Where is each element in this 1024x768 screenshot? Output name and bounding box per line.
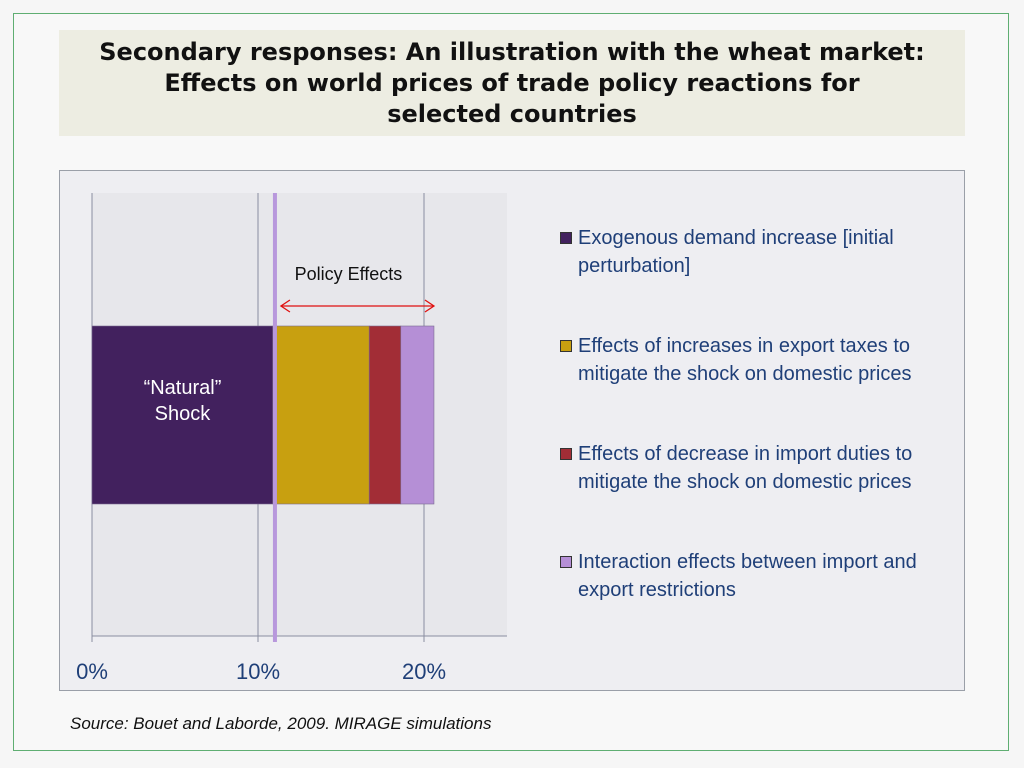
bar-segment-exogenous: [91, 325, 274, 505]
title-line-1: Secondary responses: An illustration wit…: [99, 37, 925, 66]
legend-swatch-export-taxes: [560, 340, 572, 352]
policy-arrow-head-left: [279, 299, 291, 313]
bar-segment-interaction: [400, 325, 435, 505]
legend-item-export-taxes: Effects of increases in export taxes to …: [560, 332, 948, 388]
legend-swatch-import-duties: [560, 448, 572, 460]
legend-swatch-exogenous: [560, 232, 572, 244]
bar-label-line-0: “Natural”: [144, 377, 222, 399]
policy-effects-label: Policy Effects: [295, 264, 403, 284]
bar-segment-export-taxes: [272, 325, 370, 505]
title-line-2: Effects on world prices of trade policy …: [164, 68, 860, 97]
x-tick-label-1: 10%: [236, 659, 280, 684]
legend-item-import-duties: Effects of decrease in import duties to …: [560, 440, 948, 496]
legend-label-export-taxes: Effects of increases in export taxes to …: [578, 335, 912, 385]
legend-item-interaction: Interaction effects between import and e…: [560, 548, 948, 604]
x-tick-label-2: 20%: [402, 659, 446, 684]
title-line-3: selected countries: [387, 99, 637, 128]
title-box: Secondary responses: An illustration wit…: [59, 30, 965, 136]
page-title: Secondary responses: An illustration wit…: [89, 37, 935, 130]
legend-label-exogenous: Exogenous demand increase [initial pertu…: [578, 227, 894, 277]
bar-segment-import-duties: [368, 325, 402, 505]
legend-swatch-interaction: [560, 556, 572, 568]
legend-label-import-duties: Effects of decrease in import duties to …: [578, 443, 913, 493]
reference-line: [272, 193, 277, 642]
bar-label-line-1: Shock: [155, 403, 212, 425]
x-tick-label-0: 0%: [76, 659, 108, 684]
legend-item-exogenous: Exogenous demand increase [initial pertu…: [560, 224, 948, 280]
legend-label-interaction: Interaction effects between import and e…: [578, 551, 917, 601]
source-note: Source: Bouet and Laborde, 2009. MIRAGE …: [70, 714, 492, 733]
policy-arrow-head-right: [424, 299, 436, 313]
